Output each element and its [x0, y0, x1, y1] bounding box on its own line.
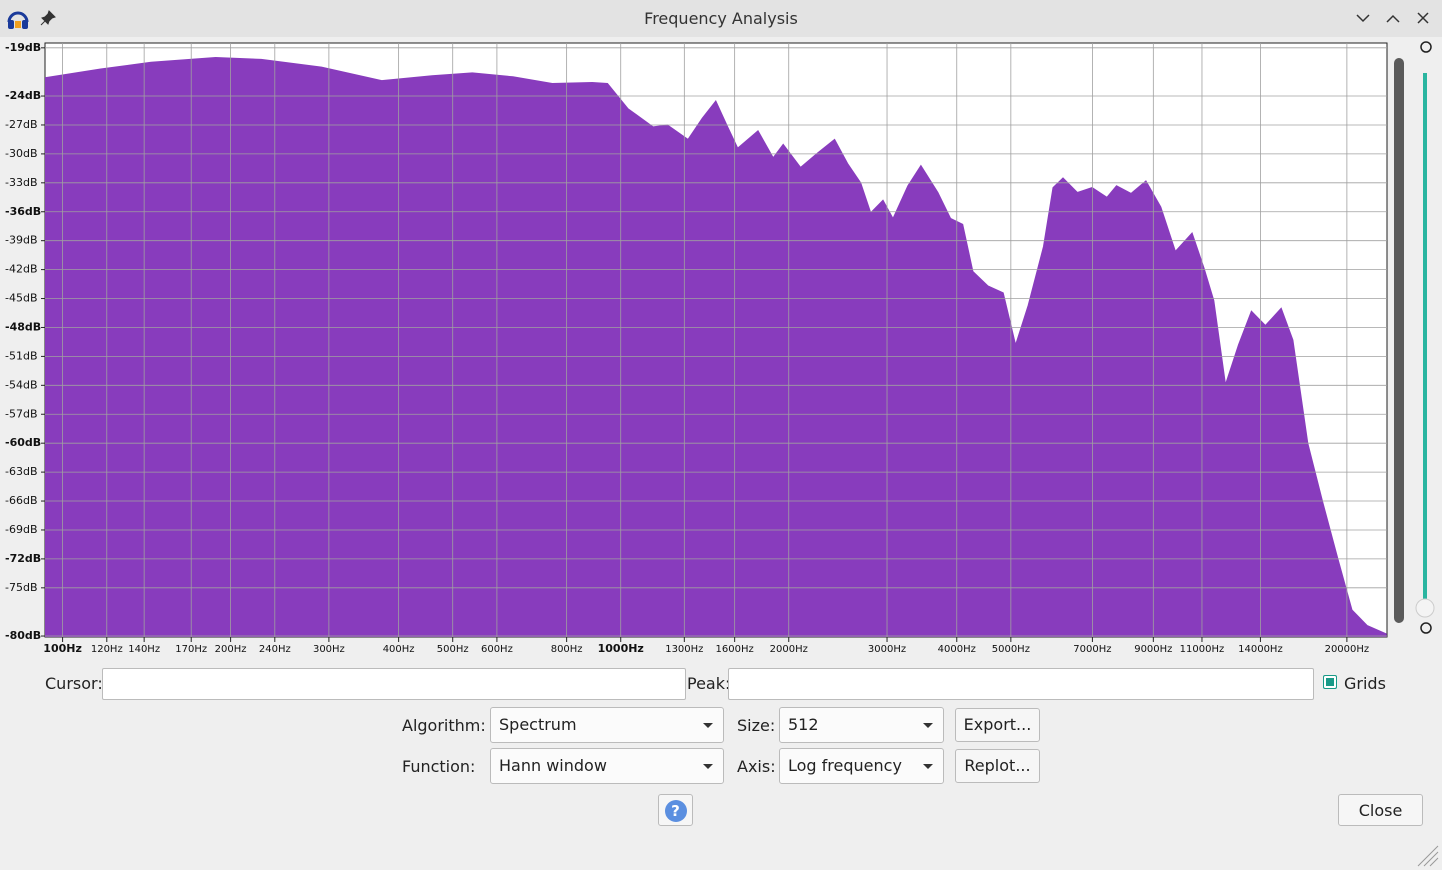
grids-checkbox[interactable]	[1323, 675, 1337, 689]
y-tick-label: -51dB	[5, 349, 38, 362]
function-label: Function:	[402, 757, 476, 776]
scrollbar-thumb	[1394, 58, 1404, 623]
x-tick-label: 800Hz	[551, 644, 583, 655]
zoom-slider-handle	[1415, 598, 1435, 618]
zoom-in-icon	[1420, 41, 1432, 53]
size-label: Size:	[737, 716, 776, 735]
spectrum-chart: -19dB -24dB -27dB -30dB -33dB -36dB -39dB -42dB…	[5, 41, 1435, 655]
x-tick-label: 9000Hz	[1134, 644, 1172, 655]
x-tick-label: 3000Hz	[868, 644, 906, 655]
peak-label: Peak:	[687, 674, 731, 693]
x-tick-label: 170Hz	[175, 644, 207, 655]
function-value: Hann window	[499, 756, 607, 775]
x-tick-label: 20000Hz	[1325, 644, 1370, 655]
size-dropdown[interactable]: 512	[779, 707, 944, 743]
x-tick-label: 400Hz	[383, 644, 415, 655]
y-tick-label: -80dB	[5, 629, 41, 642]
y-tick-label: -42dB	[5, 263, 38, 276]
y-tick-label: -36dB	[5, 205, 41, 218]
zoom-out-icon	[1420, 622, 1432, 634]
x-tick-label: 4000Hz	[938, 644, 976, 655]
x-tick-label: 7000Hz	[1073, 644, 1111, 655]
x-tick-label: 11000Hz	[1180, 644, 1225, 655]
pin-icon[interactable]	[40, 10, 56, 26]
x-tick-label: 500Hz	[437, 644, 469, 655]
grids-label: Grids	[1344, 674, 1386, 693]
y-tick-label: -27dB	[5, 118, 38, 131]
close-button[interactable]: Close	[1338, 794, 1423, 826]
y-tick-label: -69dB	[5, 523, 38, 536]
peak-field[interactable]	[728, 668, 1314, 700]
x-tick-label: 140Hz	[128, 644, 160, 655]
algorithm-label: Algorithm:	[402, 716, 486, 735]
y-tick-label: -45dB	[5, 292, 38, 305]
y-tick-label: -39dB	[5, 234, 38, 247]
x-tick-label: 600Hz	[481, 644, 513, 655]
spectrum-line	[44, 56, 1387, 635]
export-button[interactable]: Export...	[955, 708, 1040, 742]
axis-dropdown[interactable]: Log frequency	[779, 748, 944, 784]
x-tick-label: 2000Hz	[770, 644, 808, 655]
x-tick-label: 1300Hz	[665, 644, 703, 655]
replot-button[interactable]: Replot...	[955, 749, 1040, 783]
help-button[interactable]: ?	[658, 794, 693, 826]
y-tick-label: -48dB	[5, 320, 41, 333]
x-tick-label: 200Hz	[215, 644, 247, 655]
help-icon: ?	[664, 800, 687, 822]
cursor-field[interactable]	[102, 668, 686, 700]
y-tick-label: -75dB	[5, 581, 38, 594]
resize-grip[interactable]	[1414, 842, 1440, 868]
window-title: Frequency Analysis	[644, 9, 798, 28]
y-tick-label: -57dB	[5, 407, 38, 420]
x-tick-label: 14000Hz	[1238, 644, 1283, 655]
y-tick-label: -33dB	[5, 176, 38, 189]
x-tick-label: 5000Hz	[992, 644, 1030, 655]
app-icon	[7, 11, 29, 29]
algorithm-dropdown[interactable]: Spectrum	[490, 707, 724, 743]
x-tick-label: 300Hz	[313, 644, 345, 655]
cursor-label: Cursor:	[45, 674, 103, 693]
area-fill	[45, 57, 1387, 637]
window-buttons[interactable]	[1354, 10, 1436, 28]
y-tick-label: -66dB	[5, 494, 38, 507]
x-tick-label: 1600Hz	[716, 644, 754, 655]
title-bar	[0, 0, 1442, 37]
x-tick-label: 100Hz	[43, 642, 82, 655]
y-tick-label: -63dB	[5, 465, 38, 478]
y-tick-label: -30dB	[5, 147, 38, 160]
axis-value: Log frequency	[788, 756, 902, 775]
y-tick-label: -60dB	[5, 436, 41, 449]
x-tick-label: 1000Hz	[598, 642, 644, 655]
axis-label: Axis:	[737, 757, 776, 776]
y-tick-label: -24dB	[5, 89, 41, 102]
size-value: 512	[788, 715, 819, 734]
algorithm-value: Spectrum	[499, 715, 577, 734]
x-tick-label: 120Hz	[91, 644, 123, 655]
function-dropdown[interactable]: Hann window	[490, 748, 724, 784]
y-tick-label: -19dB	[5, 41, 41, 54]
y-tick-label: -72dB	[5, 552, 41, 565]
x-tick-label: 240Hz	[259, 644, 291, 655]
y-tick-label: -54dB	[5, 378, 38, 391]
